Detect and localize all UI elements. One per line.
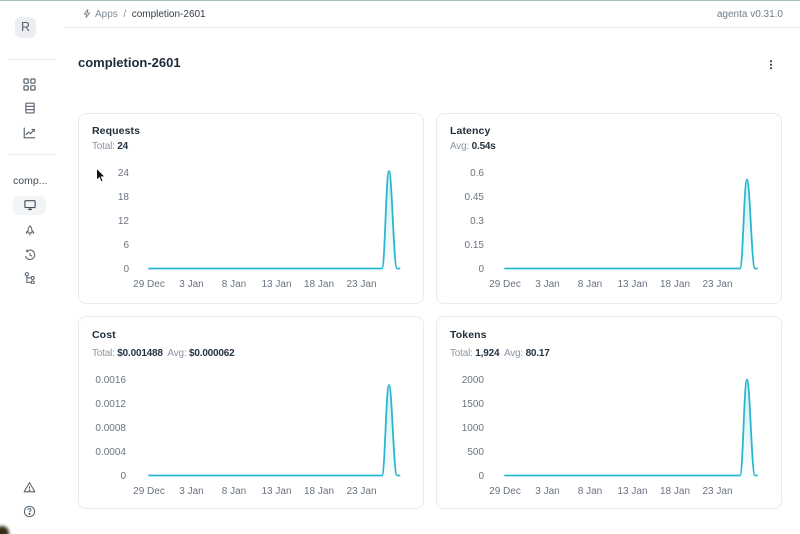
- svg-text:23 Jan: 23 Jan: [346, 279, 376, 290]
- svg-text:23 Jan: 23 Jan: [702, 279, 732, 290]
- svg-text:13 Jan: 13 Jan: [261, 279, 291, 290]
- svg-text:13 Jan: 13 Jan: [617, 279, 647, 290]
- svg-text:0: 0: [478, 471, 484, 482]
- svg-text:1500: 1500: [462, 399, 485, 410]
- svg-text:18 Jan: 18 Jan: [660, 279, 690, 290]
- svg-text:23 Jan: 23 Jan: [702, 486, 732, 497]
- svg-text:0.6: 0.6: [470, 168, 484, 179]
- svg-text:0.0012: 0.0012: [95, 399, 126, 410]
- svg-text:6: 6: [123, 240, 129, 251]
- svg-text:0: 0: [123, 264, 129, 275]
- svg-text:0.0004: 0.0004: [95, 447, 126, 458]
- svg-text:23 Jan: 23 Jan: [346, 486, 376, 497]
- svg-text:3 Jan: 3 Jan: [535, 279, 559, 290]
- svg-text:2000: 2000: [462, 375, 485, 386]
- svg-text:13 Jan: 13 Jan: [261, 486, 291, 497]
- svg-text:8 Jan: 8 Jan: [578, 486, 602, 497]
- svg-text:12: 12: [118, 216, 130, 227]
- svg-text:0.0008: 0.0008: [95, 423, 126, 434]
- svg-text:13 Jan: 13 Jan: [617, 486, 647, 497]
- svg-text:8 Jan: 8 Jan: [578, 279, 602, 290]
- svg-text:0.45: 0.45: [465, 192, 485, 203]
- svg-text:24: 24: [118, 168, 130, 179]
- svg-text:500: 500: [467, 447, 484, 458]
- svg-text:8 Jan: 8 Jan: [222, 486, 246, 497]
- svg-text:29 Dec: 29 Dec: [133, 486, 165, 497]
- svg-text:8 Jan: 8 Jan: [222, 279, 246, 290]
- svg-text:3 Jan: 3 Jan: [535, 486, 559, 497]
- svg-text:29 Dec: 29 Dec: [489, 279, 521, 290]
- svg-text:0: 0: [478, 264, 484, 275]
- svg-text:29 Dec: 29 Dec: [489, 486, 521, 497]
- svg-text:18 Jan: 18 Jan: [304, 486, 334, 497]
- svg-text:18 Jan: 18 Jan: [660, 486, 690, 497]
- svg-text:18: 18: [118, 192, 130, 203]
- svg-text:29 Dec: 29 Dec: [133, 279, 165, 290]
- svg-text:3 Jan: 3 Jan: [179, 279, 203, 290]
- svg-text:18 Jan: 18 Jan: [304, 279, 334, 290]
- svg-text:0.15: 0.15: [465, 240, 485, 251]
- svg-text:1000: 1000: [462, 423, 485, 434]
- svg-text:0.0016: 0.0016: [95, 375, 126, 386]
- svg-text:0: 0: [120, 471, 126, 482]
- svg-text:3 Jan: 3 Jan: [179, 486, 203, 497]
- svg-text:0.3: 0.3: [470, 216, 484, 227]
